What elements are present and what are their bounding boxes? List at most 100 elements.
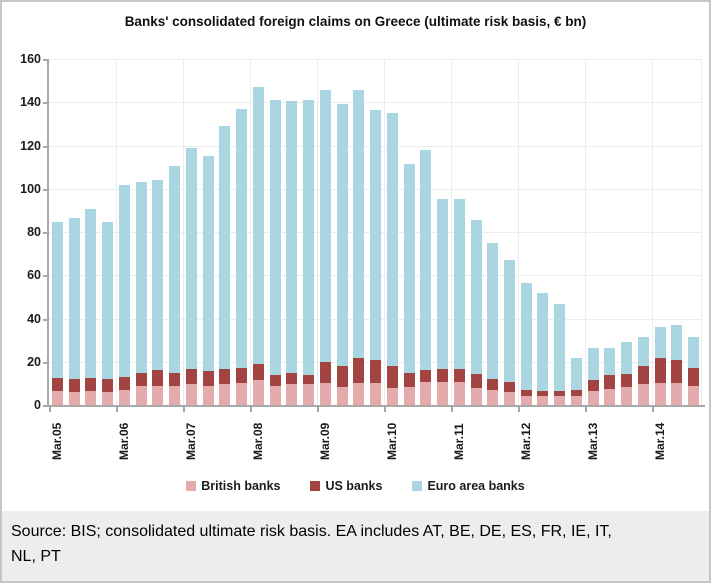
bar-segment-british-banks-Sep.08 xyxy=(286,384,298,406)
bar-segment-us-banks-Jun.14 xyxy=(671,359,683,384)
bar-segment-british-banks-Mar.12 xyxy=(520,396,532,406)
gridline-vertical xyxy=(116,60,117,406)
bar-segment-british-banks-Sep.05 xyxy=(85,390,97,406)
y-tick-label: 100 xyxy=(20,181,41,196)
x-tick xyxy=(49,407,51,412)
gridline-vertical xyxy=(182,60,184,406)
gridline-horizontal xyxy=(49,59,702,60)
bar-segment-british-banks-Dec.10 xyxy=(437,382,448,406)
bar-segment-british-banks-Dec.09 xyxy=(370,383,381,406)
bar-segment-british-banks-Sep.09 xyxy=(353,383,365,406)
bar-segment-us-banks-Jun.11 xyxy=(470,373,482,388)
bar-segment-us-banks-Dec.08 xyxy=(303,374,314,385)
bar-segment-british-banks-Dec.12 xyxy=(570,396,582,406)
bar-segment-british-banks-Jun.07 xyxy=(202,385,214,406)
bar-segment-us-banks-Mar.09 xyxy=(319,361,331,384)
y-tick-label: 60 xyxy=(27,268,41,283)
bar-segment-british-banks-Mar.09 xyxy=(319,383,331,406)
y-tick xyxy=(43,232,47,234)
bar-segment-british-banks-Jun.10 xyxy=(403,386,415,406)
y-tick xyxy=(43,59,47,61)
bar-segment-euro-area-banks-Mar.08 xyxy=(252,87,264,364)
bar-segment-british-banks-Dec.13 xyxy=(637,384,649,406)
bar-segment-british-banks-Jun.09 xyxy=(336,386,348,406)
chart-title: Banks' consolidated foreign claims on Gr… xyxy=(124,14,587,29)
x-tick xyxy=(383,407,386,412)
x-tick-label: Mar.10 xyxy=(385,422,400,460)
y-tick xyxy=(43,405,47,407)
y-tick xyxy=(43,145,47,148)
legend-label: Euro area banks xyxy=(427,479,525,493)
x-tick-label: Mar.08 xyxy=(251,422,266,460)
bar-segment-british-banks-Mar.10 xyxy=(386,387,398,406)
bar-segment-euro-area-banks-Mar.14 xyxy=(654,327,666,359)
gridline-vertical xyxy=(249,60,251,406)
bar-segment-euro-area-banks-Dec.10 xyxy=(437,199,448,370)
x-tick-label: Mar.06 xyxy=(117,422,132,460)
bar-segment-euro-area-banks-Jun.14 xyxy=(671,324,683,360)
bar-segment-british-banks-Sep.06 xyxy=(152,385,164,406)
x-tick xyxy=(517,407,520,412)
bar-segment-euro-area-banks-Dec.11 xyxy=(503,260,515,383)
bar-segment-british-banks-Sep.12 xyxy=(554,396,566,406)
bar-segment-british-banks-Sep.10 xyxy=(420,382,432,406)
bar-segment-us-banks-Dec.12 xyxy=(570,389,582,397)
bar-segment-british-banks-Jun.13 xyxy=(604,388,616,406)
x-tick xyxy=(316,407,319,412)
bar-segment-euro-area-banks-Mar.09 xyxy=(319,90,331,362)
bar-segment-us-banks-Sep.07 xyxy=(219,369,231,385)
y-axis xyxy=(47,59,49,407)
bar-segment-british-banks-Jun.11 xyxy=(470,387,482,406)
gridline-vertical xyxy=(450,60,452,406)
bar-segment-us-banks-Sep.11 xyxy=(487,379,499,390)
x-tick-label: Mar.13 xyxy=(586,422,601,460)
bar-segment-british-banks-Dec.05 xyxy=(102,391,114,406)
bar-segment-us-banks-Mar.11 xyxy=(453,369,465,383)
y-tick-label: 0 xyxy=(34,398,41,412)
x-axis xyxy=(45,405,705,407)
bar-segment-euro-area-banks-Sep.05 xyxy=(85,209,97,378)
x-tick-label: Mar.09 xyxy=(318,422,333,460)
bar-segment-us-banks-Sep.08 xyxy=(286,372,298,385)
bar-segment-us-banks-Sep.09 xyxy=(353,358,365,384)
bar-segment-british-banks-Sep.07 xyxy=(219,384,231,406)
bar-segment-us-banks-Mar.10 xyxy=(386,366,398,388)
legend-label: US banks xyxy=(325,479,383,493)
bar-segment-us-banks-Jun.09 xyxy=(336,366,348,387)
bar-segment-british-banks-Mar.13 xyxy=(587,390,599,406)
legend-label: British banks xyxy=(201,479,281,493)
bar-segment-british-banks-Mar.07 xyxy=(185,384,197,406)
legend-item-us-banks: US banks xyxy=(310,479,382,493)
bar-segment-british-banks-Dec.06 xyxy=(169,385,181,406)
y-tick-label: 120 xyxy=(20,138,41,153)
gridline-vertical xyxy=(517,60,519,406)
bar-segment-euro-area-banks-Dec.05 xyxy=(102,222,114,379)
bar-segment-euro-area-banks-Dec.09 xyxy=(370,109,381,360)
bar-segment-euro-area-banks-Jun.11 xyxy=(470,220,482,374)
bar-segment-euro-area-banks-Mar.07 xyxy=(185,147,197,370)
bar-segment-british-banks-Mar.08 xyxy=(252,380,264,406)
bar-segment-british-banks-Jun.05 xyxy=(68,391,80,406)
y-tick-label: 20 xyxy=(27,354,41,369)
bar-segment-euro-area-banks-Sep.12 xyxy=(554,304,566,391)
bar-segment-euro-area-banks-Sep.13 xyxy=(621,342,633,374)
bar-segment-us-banks-Jun.07 xyxy=(202,371,214,386)
bar-segment-euro-area-banks-Mar.13 xyxy=(587,347,599,380)
x-tick xyxy=(450,407,453,412)
bar-segment-us-banks-Mar.08 xyxy=(252,363,264,380)
us-banks-swatch-icon xyxy=(310,481,321,491)
bar-segment-british-banks-Jun.06 xyxy=(135,385,147,406)
bar-segment-us-banks-Sep.05 xyxy=(85,377,97,391)
bar-segment-us-banks-Jun.08 xyxy=(269,374,281,386)
bar-segment-euro-area-banks-Dec.12 xyxy=(570,358,582,390)
bar-segment-us-banks-Jun.10 xyxy=(403,372,415,387)
x-tick-label: Mar.12 xyxy=(519,422,534,460)
bar-segment-euro-area-banks-Sep.07 xyxy=(219,125,231,370)
bar-segment-euro-area-banks-Dec.13 xyxy=(637,336,649,366)
y-tick xyxy=(43,275,47,278)
bar-segment-euro-area-banks-Jun.13 xyxy=(604,347,616,375)
bar-segment-us-banks-Dec.06 xyxy=(169,372,181,386)
bar-segment-us-banks-Sep.06 xyxy=(152,370,164,386)
bar-segment-british-banks-Jun.08 xyxy=(269,385,281,406)
legend-item-euro-area-banks: Euro area banks xyxy=(412,479,525,493)
